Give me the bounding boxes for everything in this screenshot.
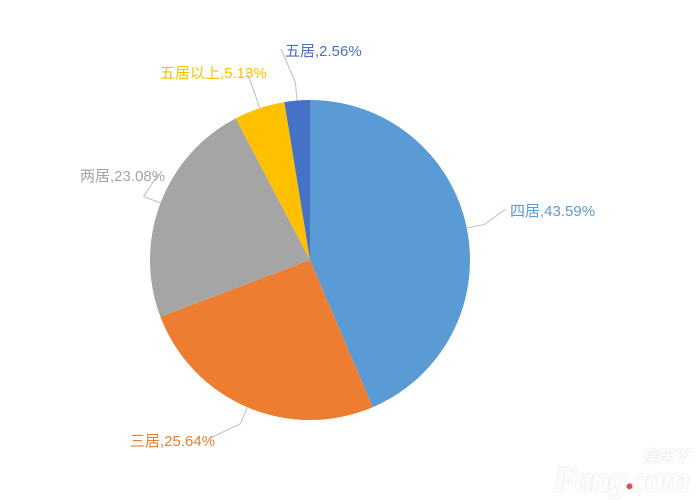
label-two-room: 两居,23.08% (80, 165, 165, 186)
label-five-room: 五居,2.56% (285, 40, 362, 61)
label-three-room: 三居,25.64% (130, 430, 215, 451)
watermark: 房天下 Fang.com (553, 452, 688, 494)
label-four-room: 四居,43.59% (510, 200, 595, 221)
watermark-en: Fang.com (553, 465, 688, 494)
label-five-plus: 五居以上,5.13% (160, 62, 267, 83)
pie-svg (0, 0, 700, 500)
pie-chart (0, 0, 700, 500)
